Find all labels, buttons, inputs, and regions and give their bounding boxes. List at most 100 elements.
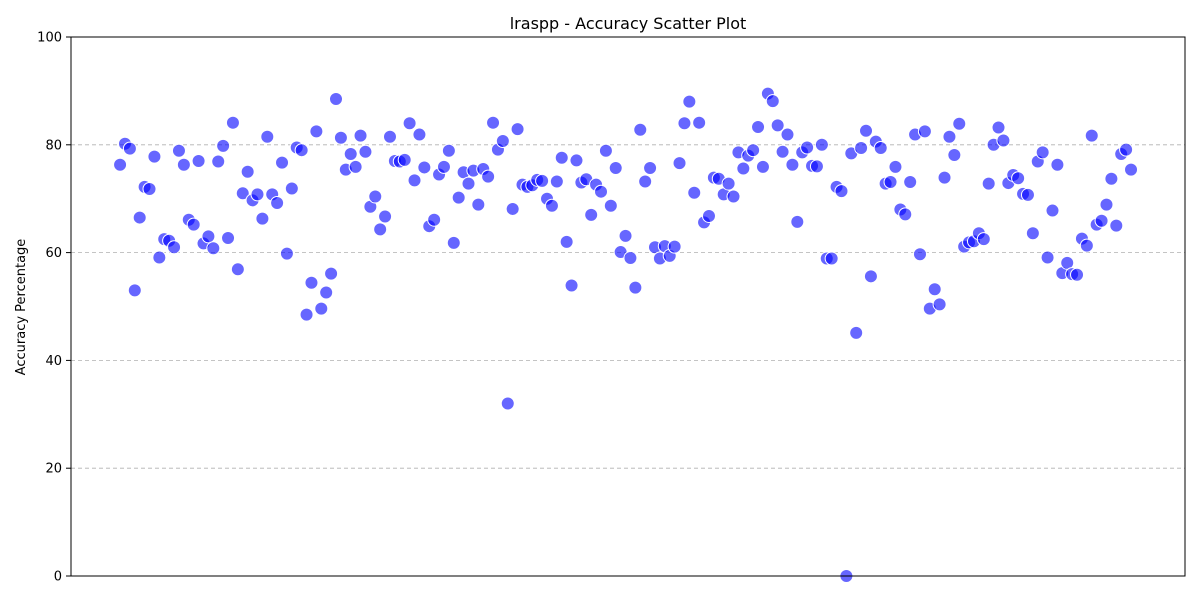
data-point [329, 91, 344, 106]
data-point [495, 134, 510, 149]
data-point [417, 160, 432, 175]
y-tick-label: 20 [45, 462, 62, 477]
data-point [701, 208, 716, 223]
data-point [888, 159, 903, 174]
data-point [608, 160, 623, 175]
data-point [633, 122, 648, 137]
data-point [446, 235, 461, 250]
data-point [1040, 250, 1055, 265]
data-point [790, 214, 805, 229]
data-point [275, 155, 290, 170]
data-point [304, 275, 319, 290]
data-point [1104, 171, 1119, 186]
data-point [250, 187, 265, 202]
data-point [279, 246, 294, 261]
data-point [260, 129, 275, 144]
data-point [559, 234, 574, 249]
y-tick-label: 40 [45, 354, 62, 369]
data-point [186, 217, 201, 232]
data-point [382, 129, 397, 144]
data-point [937, 170, 952, 185]
data-point [230, 262, 245, 277]
data-point [932, 297, 947, 312]
data-point [1070, 267, 1085, 282]
data-point [284, 181, 299, 196]
data-point [427, 212, 442, 227]
data-point [471, 197, 486, 212]
data-point [618, 228, 633, 243]
data-point [598, 143, 613, 158]
chart-title: lraspp - Accuracy Scatter Plot [510, 14, 747, 33]
data-point [569, 153, 584, 168]
data-point [677, 116, 692, 131]
data-point [211, 154, 226, 169]
data-point [859, 123, 874, 138]
data-point [206, 241, 221, 256]
data-point [1079, 238, 1094, 253]
data-point [814, 137, 829, 152]
data-point [1011, 171, 1026, 186]
data-point [991, 120, 1006, 135]
data-point [873, 141, 888, 156]
data-point [584, 207, 599, 222]
data-point [368, 189, 383, 204]
data-point [147, 149, 162, 164]
data-point [785, 157, 800, 172]
data-point [898, 207, 913, 222]
data-point [333, 130, 348, 145]
data-point [849, 325, 864, 340]
data-point [554, 150, 569, 165]
data-point [486, 115, 501, 130]
data-point [235, 186, 250, 201]
data-point [672, 156, 687, 171]
data-point [1025, 226, 1040, 241]
data-point [643, 160, 658, 175]
data-point [132, 210, 147, 225]
data-point [348, 159, 363, 174]
data-point [726, 189, 741, 204]
data-point [736, 161, 751, 176]
data-point [903, 174, 918, 189]
data-point [1119, 142, 1134, 157]
data-point [746, 143, 761, 158]
data-point [638, 174, 653, 189]
y-axis-label: Accuracy Percentage [14, 239, 29, 376]
data-point [976, 232, 991, 247]
data-point [436, 159, 451, 174]
data-point [623, 250, 638, 265]
data-point [1084, 128, 1099, 143]
data-point [780, 127, 795, 142]
data-point [947, 148, 962, 163]
data-point [594, 184, 609, 199]
data-point [373, 222, 388, 237]
data-point [171, 143, 186, 158]
data-point [314, 301, 329, 316]
data-point [505, 201, 520, 216]
data-point [510, 122, 525, 137]
data-point [319, 285, 334, 300]
data-point [1124, 162, 1139, 177]
data-point [309, 124, 324, 139]
data-point [122, 141, 137, 156]
data-point [1020, 187, 1035, 202]
data-point [441, 143, 456, 158]
data-point [1099, 197, 1114, 212]
data-point [294, 143, 309, 158]
data-point [755, 159, 770, 174]
data-point [142, 181, 157, 196]
data-point [917, 124, 932, 139]
data-point [834, 184, 849, 199]
data-point [127, 283, 142, 298]
data-point [412, 127, 427, 142]
y-axis: 0 20 40 60 80 100 [37, 31, 71, 585]
data-point [770, 118, 785, 133]
data-point [628, 280, 643, 295]
data-point [809, 159, 824, 174]
data-point [912, 247, 927, 262]
data-point [407, 173, 422, 188]
data-point [353, 128, 368, 143]
data-point [721, 176, 736, 191]
data-point [692, 115, 707, 130]
